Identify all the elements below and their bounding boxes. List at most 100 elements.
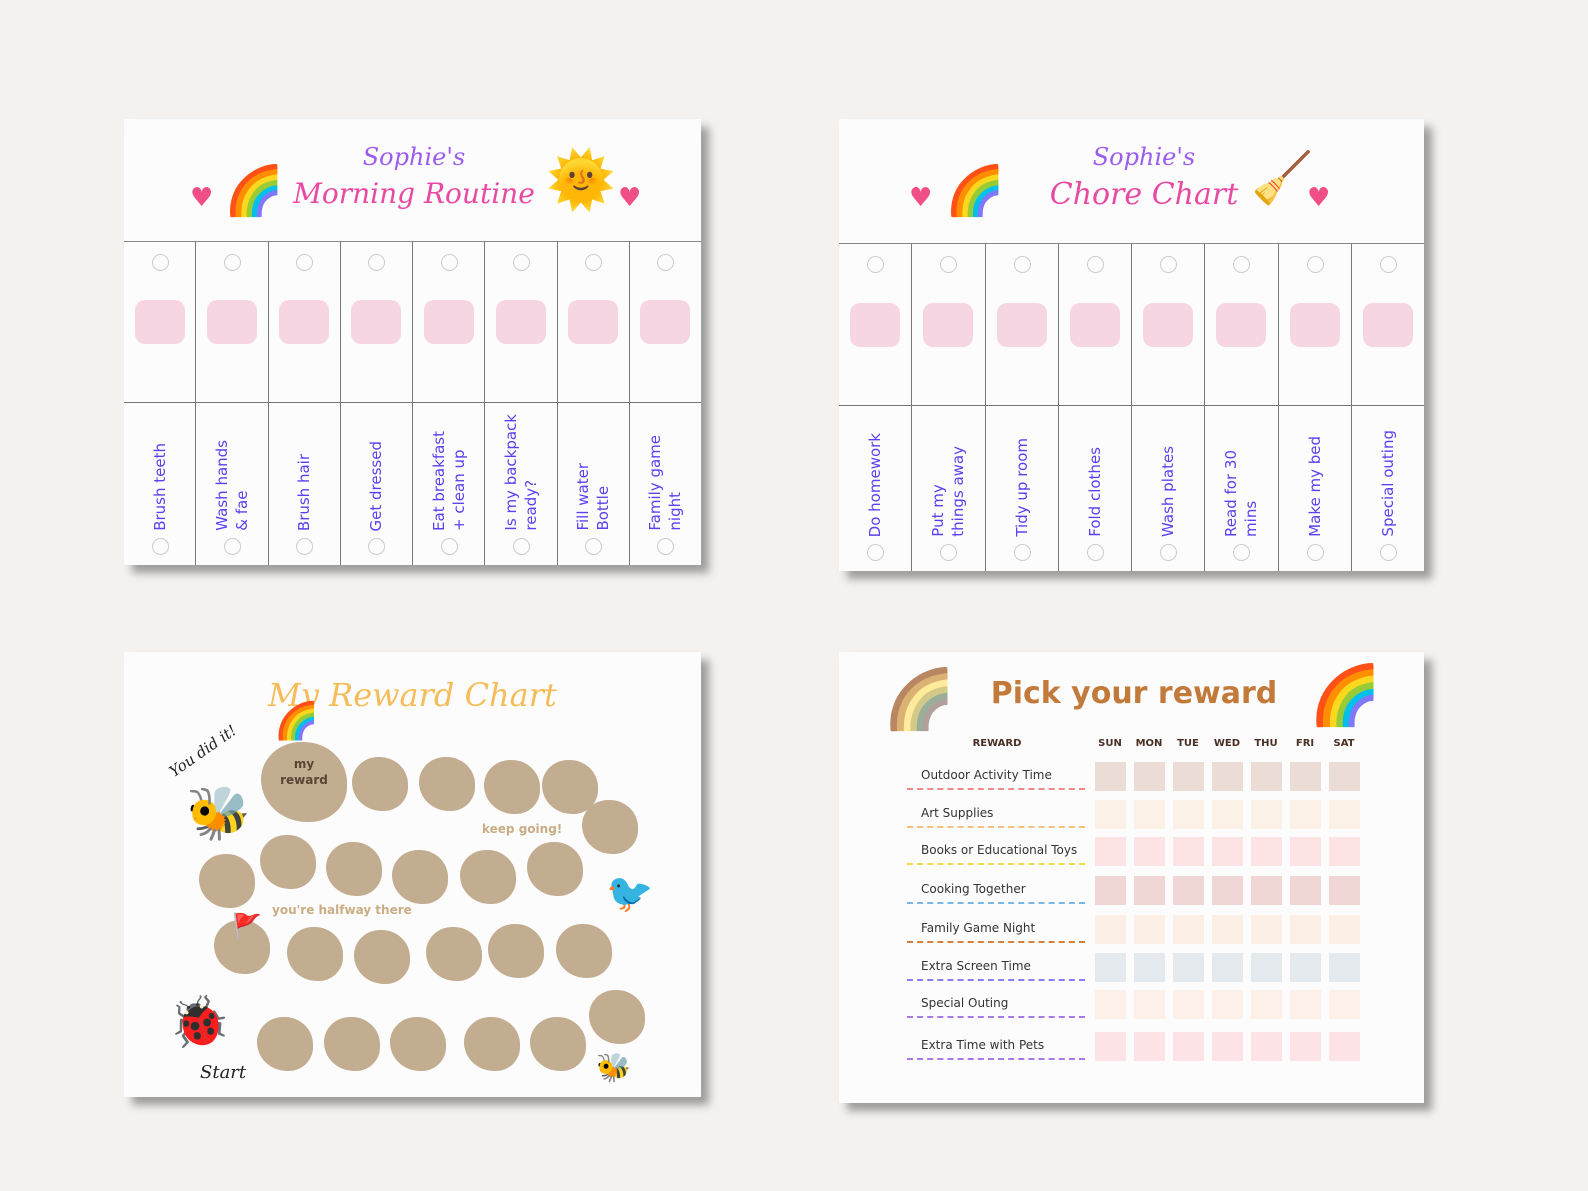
reward-day-box[interactable]: [1134, 762, 1165, 791]
checkbox[interactable]: [1379, 256, 1397, 273]
checkbox[interactable]: [1233, 256, 1251, 273]
reward-day-box[interactable]: [1290, 915, 1321, 944]
reward-day-box[interactable]: [1212, 1032, 1243, 1061]
checkbox[interactable]: [1086, 256, 1104, 273]
reward-day-box[interactable]: [1329, 800, 1360, 829]
checkbox[interactable]: [151, 254, 169, 271]
reward-day-box[interactable]: [1134, 837, 1165, 866]
task-label-cell: Get dressed: [341, 403, 413, 565]
checkbox[interactable]: [223, 538, 241, 555]
reward-day-box[interactable]: [1173, 837, 1204, 866]
heart-icon: ♥: [909, 183, 933, 213]
checkbox[interactable]: [296, 538, 314, 555]
reward-day-box[interactable]: [1173, 953, 1204, 982]
reward-day-box[interactable]: [1251, 837, 1282, 866]
reward-day-box[interactable]: [1134, 800, 1165, 829]
checkbox[interactable]: [657, 254, 675, 271]
reward-day-box[interactable]: [1329, 876, 1360, 905]
reward-day-box[interactable]: [1134, 876, 1165, 905]
reward-day-box[interactable]: [1329, 1032, 1360, 1061]
reward-day-box[interactable]: [1329, 953, 1360, 982]
reward-day-box[interactable]: [1212, 876, 1243, 905]
task-label: Fill water Bottle: [574, 463, 613, 531]
checkbox[interactable]: [940, 256, 958, 273]
reward-day-box[interactable]: [1173, 1032, 1204, 1061]
reward-day-box[interactable]: [1251, 990, 1282, 1019]
reward-game-board: My Reward Chart You did it! 🌈 🐝 my rewar…: [124, 652, 701, 1097]
reward-day-box[interactable]: [1212, 837, 1243, 866]
reward-day-box[interactable]: [1290, 837, 1321, 866]
reward-day-box[interactable]: [1212, 915, 1243, 944]
reward-day-box[interactable]: [1095, 762, 1126, 791]
reward-day-box[interactable]: [1173, 876, 1204, 905]
reward-day-box[interactable]: [1212, 990, 1243, 1019]
checkbox[interactable]: [223, 254, 241, 271]
reward-day-box[interactable]: [1095, 990, 1126, 1019]
checkbox[interactable]: [1306, 256, 1324, 273]
reward-day-box[interactable]: [1134, 1032, 1165, 1061]
checkbox[interactable]: [1160, 544, 1178, 561]
reward-day-box[interactable]: [1251, 800, 1282, 829]
checkbox[interactable]: [368, 538, 386, 555]
reward-day-box[interactable]: [1290, 800, 1321, 829]
checkbox[interactable]: [1233, 544, 1251, 561]
reward-day-box[interactable]: [1134, 953, 1165, 982]
checkbox[interactable]: [512, 254, 530, 271]
checkbox[interactable]: [512, 538, 530, 555]
reward-day-box[interactable]: [1134, 990, 1165, 1019]
checkbox[interactable]: [585, 254, 603, 271]
reward-day-box[interactable]: [1095, 915, 1126, 944]
checkbox[interactable]: [368, 254, 386, 271]
reward-day-box[interactable]: [1173, 800, 1204, 829]
reward-day-box[interactable]: [1329, 837, 1360, 866]
reward-day-box[interactable]: [1329, 915, 1360, 944]
checkbox[interactable]: [1013, 256, 1031, 273]
reward-day-box[interactable]: [1329, 762, 1360, 791]
checkbox[interactable]: [940, 544, 958, 561]
reward-day-box[interactable]: [1290, 762, 1321, 791]
ladybug-icon: 🐞: [168, 993, 231, 1051]
reward-day-box[interactable]: [1212, 762, 1243, 791]
reward-day-box[interactable]: [1251, 953, 1282, 982]
checkbox[interactable]: [440, 538, 458, 555]
reward-day-box[interactable]: [1290, 876, 1321, 905]
reward-day-box[interactable]: [1134, 915, 1165, 944]
reward-day-box[interactable]: [1095, 1032, 1126, 1061]
reward-day-box[interactable]: [1251, 915, 1282, 944]
reward-day-box[interactable]: [1212, 800, 1243, 829]
reward-day-box[interactable]: [1173, 762, 1204, 791]
checkbox[interactable]: [1306, 544, 1324, 561]
reward-day-box[interactable]: [1212, 953, 1243, 982]
checkbox[interactable]: [1086, 544, 1104, 561]
checkbox[interactable]: [1379, 544, 1397, 561]
checkbox[interactable]: [151, 538, 169, 555]
checkbox[interactable]: [657, 538, 675, 555]
checkbox[interactable]: [296, 254, 314, 271]
checkbox[interactable]: [440, 254, 458, 271]
checkbox[interactable]: [867, 256, 885, 273]
reward-day-box[interactable]: [1251, 762, 1282, 791]
bed-icon: [1289, 302, 1340, 347]
reward-day-box[interactable]: [1251, 1032, 1282, 1061]
path-stone: [287, 927, 343, 981]
task-label: Is my backpack ready?: [501, 414, 540, 531]
reward-day-box[interactable]: [1173, 915, 1204, 944]
reward-day-box[interactable]: [1095, 837, 1126, 866]
reward-day-box[interactable]: [1290, 990, 1321, 1019]
task-label-cell: Brush hair: [269, 403, 341, 565]
reward-day-box[interactable]: [1290, 1032, 1321, 1061]
task-label-cell: Make my bed: [1279, 406, 1352, 571]
reward-day-box[interactable]: [1095, 953, 1126, 982]
reward-day-box[interactable]: [1329, 990, 1360, 1019]
checkbox[interactable]: [1013, 544, 1031, 561]
bird-icon: 🐦: [606, 871, 654, 915]
checkbox[interactable]: [867, 544, 885, 561]
row-divider: [907, 979, 1085, 981]
reward-day-box[interactable]: [1095, 876, 1126, 905]
reward-day-box[interactable]: [1173, 990, 1204, 1019]
reward-day-box[interactable]: [1251, 876, 1282, 905]
checkbox[interactable]: [1160, 256, 1178, 273]
reward-day-box[interactable]: [1290, 953, 1321, 982]
reward-day-box[interactable]: [1095, 800, 1126, 829]
checkbox[interactable]: [585, 538, 603, 555]
